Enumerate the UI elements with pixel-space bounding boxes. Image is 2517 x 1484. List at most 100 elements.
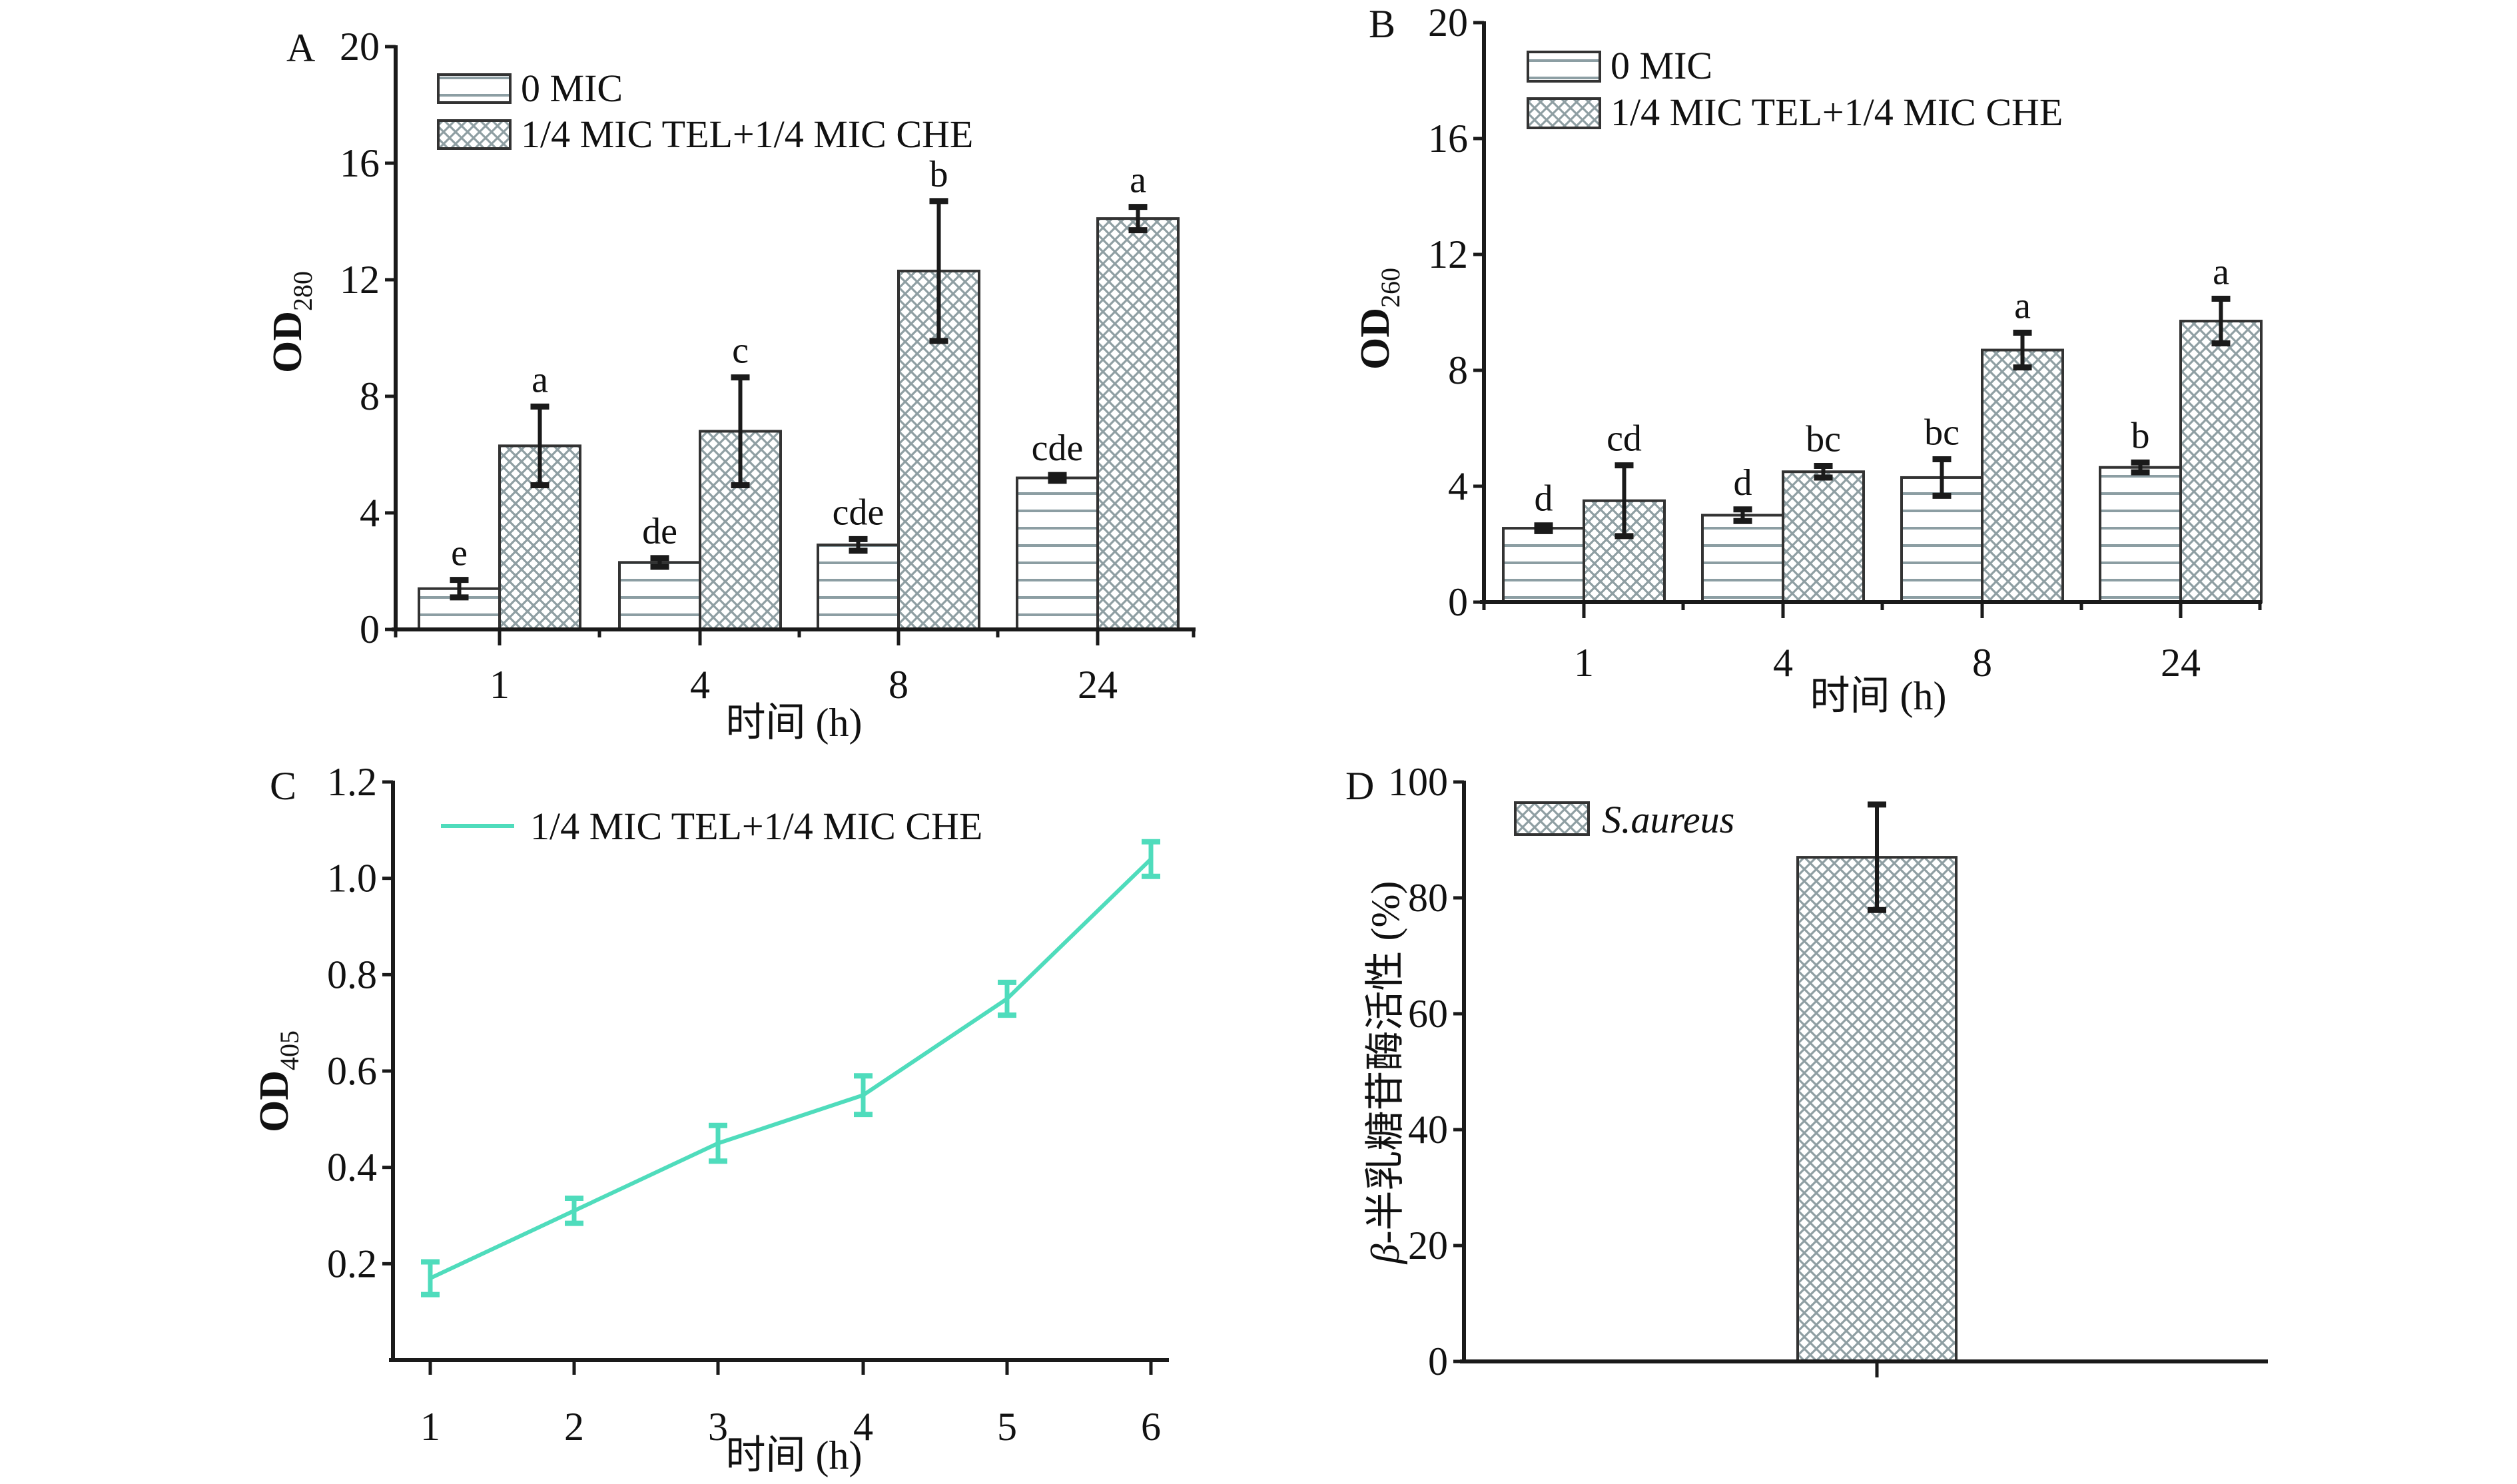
- data-point: [716, 1141, 720, 1146]
- bar-s-aureus: [1796, 856, 1958, 1363]
- y-axis-ticks: 0 4 8 12 16 20: [340, 25, 396, 651]
- legend: S.aureus: [1514, 798, 1734, 841]
- y-tick-label: 8: [360, 374, 380, 418]
- x-tick-label: 24: [2161, 641, 2201, 685]
- x-tick-label: 5: [997, 1405, 1017, 1449]
- legend-swatch-0-mic: [1527, 51, 1601, 83]
- significance-label: c: [732, 330, 749, 372]
- y-tick-label: 0.4: [327, 1146, 377, 1190]
- x-tick-label: 8: [1972, 641, 1992, 685]
- y-axis-ticks: 0 4 8 12 16 20: [1428, 1, 1484, 624]
- bar-1-4-mic-tel-1-4-mic-che: [1782, 470, 1865, 603]
- legend-swatch-combo: [437, 119, 512, 150]
- x-tick-label: 4: [1773, 641, 1793, 685]
- bar-0-mic: [817, 544, 900, 631]
- y-axis-ticks: 0 20 40 60 80 100: [1388, 760, 1464, 1383]
- panel-a: A 0 4 8 12 16 20 e de cde cde a c b a 1 4 8 24 OD280 时间…: [265, 25, 1196, 745]
- y-tick-label: 0.2: [327, 1242, 377, 1286]
- x-tick-label: 6: [1141, 1405, 1161, 1449]
- legend-swatch-combo: [1527, 97, 1601, 129]
- legend: 0 MIC 1/4 MIC TEL+1/4 MIC CHE: [1527, 44, 2063, 134]
- x-axis-ticks: 1 4 8 24: [394, 629, 1196, 707]
- y-tick-label: 4: [360, 491, 380, 535]
- significance-label: cd: [1607, 418, 1642, 460]
- significance-label: cde: [833, 492, 885, 533]
- y-tick-label: 8: [1448, 348, 1468, 392]
- x-axis-ticks: 1 2 3 4 5 6: [420, 1360, 1161, 1449]
- y-tick-label: 16: [340, 141, 380, 185]
- significance-label: a: [2213, 252, 2229, 293]
- chart-marks: e de cde cde a c b a: [418, 154, 1180, 631]
- y-tick-label: 20: [1428, 1, 1468, 45]
- x-tick-label: 1: [420, 1405, 440, 1449]
- panel-b: B 0 4 8 12 16 20 d d bc b cd bc a a 1 4 8 24 OD260 时间 (…: [1353, 1, 2263, 718]
- y-axis-title: OD405: [252, 1030, 304, 1132]
- data-point: [1149, 857, 1153, 861]
- chart-marks: [1796, 801, 1958, 1363]
- x-tick-label: 24: [1078, 663, 1118, 707]
- legend: 1/4 MIC TEL+1/4 MIC CHE: [441, 805, 982, 848]
- significance-label: e: [451, 533, 468, 574]
- y-axis-title: OD280: [265, 271, 318, 373]
- bar-1-4-mic-tel-1-4-mic-che: [2179, 320, 2263, 603]
- bar-0-mic: [1016, 476, 1099, 631]
- data-point: [428, 1276, 432, 1281]
- y-tick-label: 20: [340, 25, 380, 69]
- y-tick-label: 60: [1408, 992, 1448, 1036]
- x-tick-label: 1: [1574, 641, 1594, 685]
- y-axis-title: OD260: [1353, 268, 1405, 370]
- panel-letter: B: [1369, 2, 1395, 46]
- x-tick-label: 8: [889, 663, 908, 707]
- panel-letter: C: [270, 764, 296, 808]
- x-tick-label: 4: [853, 1405, 873, 1449]
- y-tick-label: 1.0: [327, 857, 377, 901]
- legend-label-combo: 1/4 MIC TEL+1/4 MIC CHE: [1611, 91, 2063, 134]
- y-tick-label: 12: [1428, 232, 1468, 276]
- y-tick-label: 16: [1428, 117, 1468, 161]
- y-tick-label: 100: [1388, 760, 1448, 804]
- y-tick-label: 0.8: [327, 952, 377, 996]
- y-axis-title: β-半乳糖苷酶活性 (%): [1363, 881, 1407, 1265]
- legend-label-0-mic: 0 MIC: [1611, 44, 1712, 87]
- x-axis-ticks: 1 4 8 24: [1482, 602, 2262, 685]
- significance-label: bc: [1806, 419, 1841, 460]
- bar-1-4-mic-tel-1-4-mic-che: [1981, 348, 2064, 603]
- y-axis-ticks: 0.2 0.4 0.6 0.8 1.0 1.2: [327, 760, 393, 1286]
- y-tick-label: 40: [1408, 1108, 1448, 1152]
- significance-label: cde: [1032, 428, 1084, 469]
- x-axis-title: 时间 (h): [726, 1433, 863, 1477]
- series-line: [429, 857, 1153, 1280]
- significance-label: d: [1734, 462, 1752, 504]
- chart-marks: d d bc b cd bc a a: [1502, 252, 2263, 604]
- legend-label-s-aureus: S.aureus: [1602, 798, 1734, 841]
- y-tick-label: 12: [340, 258, 380, 302]
- legend-swatch-s-aureus: [1514, 801, 1590, 836]
- significance-label: a: [1130, 160, 1146, 201]
- x-tick-label: 1: [490, 663, 510, 707]
- data-point: [572, 1208, 576, 1213]
- significance-label: a: [532, 359, 548, 400]
- legend-label-0-mic: 0 MIC: [521, 67, 623, 110]
- x-tick-label: 4: [690, 663, 710, 707]
- y-tick-label: 0: [360, 607, 380, 651]
- legend-label-combo: 1/4 MIC TEL+1/4 MIC CHE: [530, 805, 982, 848]
- legend-label-combo: 1/4 MIC TEL+1/4 MIC CHE: [521, 113, 973, 156]
- bar-0-mic: [2099, 466, 2182, 603]
- bar-0-mic: [1701, 514, 1784, 603]
- bar-1-4-mic-tel-1-4-mic-che: [1096, 217, 1180, 631]
- significance-label: d: [1535, 478, 1553, 520]
- significance-label: a: [2014, 285, 2031, 326]
- y-tick-label: 0: [1428, 1339, 1448, 1383]
- significance-label: b: [2131, 415, 2150, 456]
- y-tick-label: 1.2: [327, 760, 377, 804]
- panel-c: C 0.2 0.4 0.6 0.8 1.0 1.2 1 2 3 4 5 6 OD405 时间 (h)…: [252, 760, 1169, 1477]
- bar-0-mic: [1502, 527, 1585, 604]
- significance-label: b: [930, 154, 948, 195]
- x-axis-title: 时间 (h): [1810, 674, 1947, 718]
- x-tick-label: 3: [708, 1405, 728, 1449]
- panel-letter: D: [1345, 764, 1374, 808]
- significance-label: de: [642, 511, 677, 552]
- bar-0-mic: [618, 561, 701, 631]
- y-tick-label: 4: [1448, 464, 1468, 508]
